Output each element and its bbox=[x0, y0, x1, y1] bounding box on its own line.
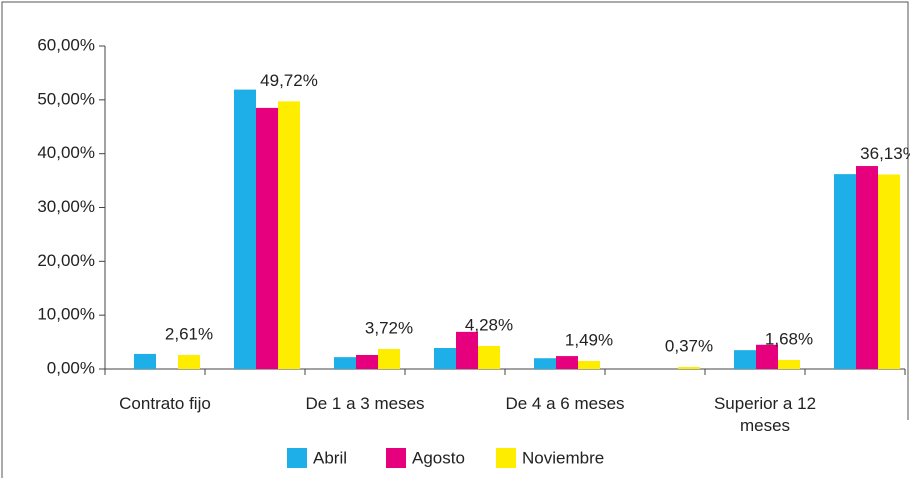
legend-swatch bbox=[496, 448, 516, 468]
x-tick-label: Superior a 12 meses bbox=[713, 394, 817, 435]
legend-label: Abril bbox=[313, 448, 347, 467]
data-label: 1,49% bbox=[565, 330, 613, 349]
bar bbox=[478, 345, 500, 369]
bar bbox=[356, 355, 378, 369]
bar bbox=[256, 107, 278, 370]
bar bbox=[378, 348, 400, 369]
y-tick-label: 20,00% bbox=[37, 251, 95, 270]
data-label: 0,37% bbox=[665, 336, 713, 355]
bar bbox=[578, 360, 600, 369]
data-label: 1,68% bbox=[765, 329, 813, 348]
bar bbox=[756, 344, 778, 369]
y-tick-label: 0,00% bbox=[47, 358, 95, 377]
bar bbox=[456, 331, 478, 369]
y-tick-label: 50,00% bbox=[37, 89, 95, 108]
data-label: 49,72% bbox=[260, 71, 318, 90]
bar bbox=[834, 174, 856, 369]
y-tick-label: 30,00% bbox=[37, 197, 95, 216]
legend-swatch bbox=[386, 448, 406, 468]
x-tick-label: De 4 a 6 meses bbox=[505, 394, 625, 413]
bar bbox=[878, 174, 900, 369]
bar bbox=[334, 357, 356, 369]
bar bbox=[434, 348, 456, 369]
y-tick-label: 10,00% bbox=[37, 305, 95, 324]
bar bbox=[734, 350, 756, 369]
bar bbox=[534, 358, 556, 369]
y-tick-label: 40,00% bbox=[37, 143, 95, 162]
bar bbox=[278, 101, 300, 369]
bar bbox=[856, 166, 878, 369]
bar bbox=[678, 367, 700, 369]
bar bbox=[178, 354, 200, 369]
data-label: 2,61% bbox=[165, 324, 213, 343]
data-label: 36,13% bbox=[860, 144, 910, 163]
x-tick-label: De 1 a 3 meses bbox=[305, 394, 425, 413]
data-label: 3,72% bbox=[365, 318, 413, 337]
legend-label: Noviembre bbox=[522, 448, 604, 467]
bar bbox=[134, 353, 156, 369]
legend-swatch bbox=[287, 448, 307, 468]
data-label: 4,28% bbox=[465, 315, 513, 334]
x-tick-label: Contrato fijo bbox=[119, 394, 211, 413]
bar bbox=[556, 356, 578, 369]
bar bbox=[778, 359, 800, 369]
legend-label: Agosto bbox=[412, 448, 465, 467]
y-tick-label: 60,00% bbox=[37, 35, 95, 54]
bar bbox=[234, 89, 256, 369]
